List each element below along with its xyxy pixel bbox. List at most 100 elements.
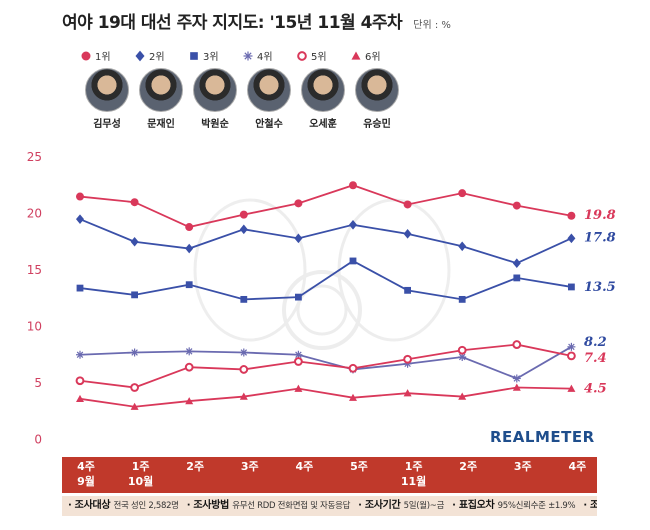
x-tick-label: 1주 bbox=[132, 460, 150, 473]
series-line bbox=[79, 184, 572, 229]
candidate: 김무성 bbox=[82, 68, 132, 130]
legend-label: 5위 bbox=[311, 52, 327, 63]
footer-item-value: 유무선 RDD 전화면접 및 자동응답 bbox=[232, 501, 351, 511]
data-point bbox=[349, 181, 357, 190]
data-point bbox=[130, 236, 139, 247]
legend-item: 4위 bbox=[242, 48, 273, 63]
data-point bbox=[294, 357, 303, 366]
candidate-photo bbox=[247, 68, 291, 112]
data-point bbox=[512, 201, 521, 210]
data-point bbox=[403, 229, 412, 239]
data-point bbox=[294, 384, 303, 392]
x-tick-label: 3주 bbox=[241, 460, 259, 473]
end-value-label: 4.5 bbox=[584, 382, 607, 397]
data-point bbox=[349, 257, 357, 265]
series-line bbox=[79, 343, 572, 389]
footer-item-value: 5일(월)~금 bbox=[403, 501, 445, 511]
data-point bbox=[567, 211, 576, 220]
x-tick-label: 2주 bbox=[459, 460, 477, 473]
data-point bbox=[76, 284, 84, 292]
data-point bbox=[76, 394, 84, 403]
unit-label: 단위 : % bbox=[413, 20, 451, 31]
legend: 1위 2위 3위 4위 5위 6위 bbox=[80, 48, 410, 63]
candidate-name: 문재인 bbox=[147, 119, 175, 130]
x-tick-label: 4주 bbox=[77, 460, 95, 473]
data-point bbox=[403, 200, 412, 209]
data-point bbox=[403, 389, 412, 397]
legend-label: 6위 bbox=[365, 52, 381, 63]
candidate-name: 박원순 bbox=[201, 119, 229, 130]
data-point bbox=[240, 295, 248, 303]
data-point bbox=[568, 283, 575, 291]
legend-label: 2위 bbox=[149, 52, 165, 63]
y-tick-label: 10 bbox=[27, 320, 42, 334]
watermark-emblem bbox=[193, 198, 451, 350]
y-tick-label: 25 bbox=[27, 150, 42, 164]
data-point bbox=[349, 393, 357, 401]
footer-item: · 조사방법 유무선 RDD 전화면접 및 자동응답 bbox=[186, 500, 351, 511]
survey-footer: · 조사대상 전국 성인 2,582명 · 조사방법 유무선 RDD 전화면접 및… bbox=[62, 496, 597, 516]
line-chart: 051015202519.817.813.58.27.44.54주9월1주10월… bbox=[27, 150, 616, 488]
end-value-label: 13.5 bbox=[584, 280, 616, 295]
data-point bbox=[76, 192, 84, 201]
data-point bbox=[130, 402, 139, 410]
data-point bbox=[131, 291, 138, 299]
series-line bbox=[79, 346, 572, 380]
footer-item: · 표집오차 95%신뢰수준 ±1.9% bbox=[452, 500, 575, 511]
legend-marker-icon bbox=[297, 50, 307, 61]
data-point bbox=[239, 348, 248, 357]
data-point bbox=[348, 363, 358, 373]
data-point bbox=[404, 286, 411, 294]
end-value-label: 8.2 bbox=[584, 335, 607, 350]
x-tick-label: 4주 bbox=[569, 460, 587, 473]
y-tick-label: 20 bbox=[27, 207, 42, 221]
data-point bbox=[458, 353, 467, 362]
x-tick-month-label: 11월 bbox=[401, 474, 426, 488]
chart-title: 여야 19대 대선 주자 지지도: '15년 11월 4주차 bbox=[62, 13, 403, 33]
data-point bbox=[76, 350, 84, 359]
y-tick-label: 0 bbox=[34, 433, 42, 447]
data-point bbox=[458, 189, 467, 198]
data-point bbox=[458, 295, 466, 303]
data-point bbox=[567, 233, 576, 244]
data-point bbox=[239, 392, 248, 400]
data-point bbox=[75, 376, 85, 386]
candidate-photo bbox=[139, 68, 183, 112]
x-tick-label: 5주 bbox=[350, 460, 368, 473]
candidate-name: 안철수 bbox=[255, 119, 283, 130]
legend-label: 4위 bbox=[257, 52, 273, 63]
candidate-photo bbox=[85, 68, 129, 112]
data-point bbox=[130, 383, 140, 392]
data-point bbox=[458, 241, 467, 252]
series-line bbox=[79, 386, 572, 408]
data-point bbox=[512, 258, 521, 269]
candidate-name: 김무성 bbox=[93, 119, 121, 130]
candidate: 유승민 bbox=[352, 68, 402, 130]
footer-item: · 조사기간 5일(월)~금 bbox=[358, 500, 445, 511]
legend-marker-icon bbox=[243, 51, 253, 60]
legend-marker-icon bbox=[351, 51, 361, 60]
candidate: 문재인 bbox=[136, 68, 186, 130]
candidate: 박원순 bbox=[190, 68, 240, 130]
data-point bbox=[513, 274, 521, 282]
y-tick-label: 5 bbox=[34, 376, 42, 390]
x-tick-month-label: 9월 bbox=[77, 474, 95, 488]
data-point bbox=[239, 365, 249, 374]
legend-label: 1위 bbox=[95, 52, 111, 63]
legend-label: 3위 bbox=[203, 52, 219, 63]
end-value-label: 17.8 bbox=[584, 230, 616, 245]
footer-item: · 조사기관 리얼미터 bbox=[583, 500, 597, 511]
data-point bbox=[512, 374, 521, 383]
x-tick-label: 1주 bbox=[405, 460, 423, 473]
data-point bbox=[130, 198, 139, 207]
data-point bbox=[184, 362, 194, 372]
legend-item: 2위 bbox=[134, 48, 165, 63]
x-tick-label: 3주 bbox=[514, 460, 532, 473]
footer-item-label: · 조사기간 bbox=[358, 500, 404, 511]
data-point bbox=[185, 347, 194, 356]
candidate-photo bbox=[193, 68, 237, 112]
end-value-label: 7.4 bbox=[584, 351, 607, 366]
data-point bbox=[185, 397, 194, 405]
data-point bbox=[567, 384, 576, 392]
footer-item-label: · 조사방법 bbox=[186, 500, 233, 511]
